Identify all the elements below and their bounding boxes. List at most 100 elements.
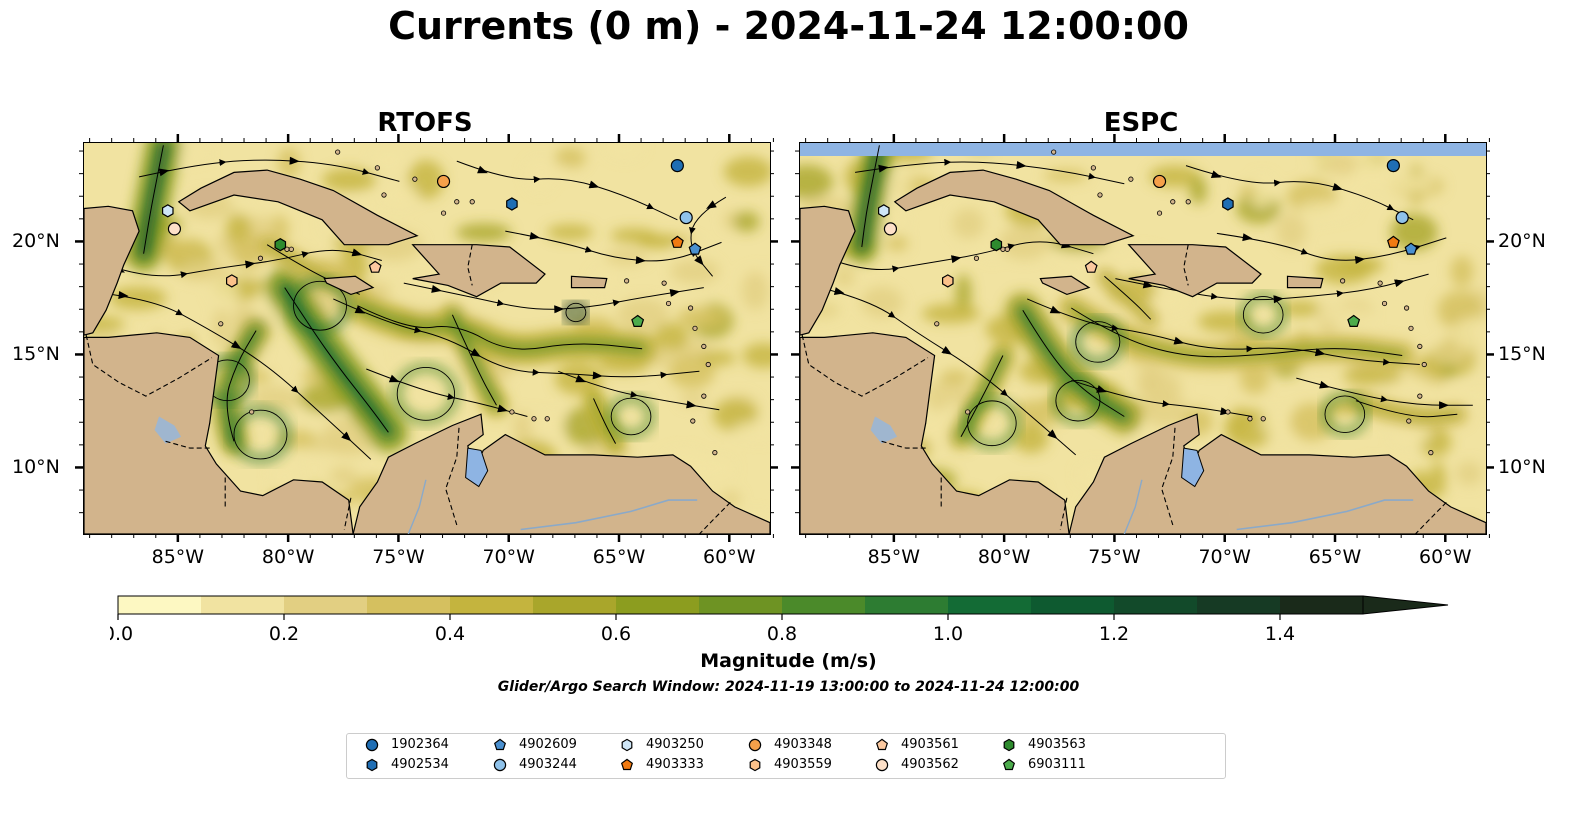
country-border: [881, 440, 926, 449]
island: [1097, 192, 1103, 198]
float-marker-6903111: [631, 314, 645, 327]
land: [84, 149, 770, 534]
streamline-arrow: [1096, 385, 1107, 393]
streamline-arrow: [694, 255, 704, 266]
float-marker-4903333: [1386, 235, 1400, 248]
hexagon-marker: [749, 758, 761, 771]
circle-marker-icon: [365, 738, 379, 751]
streamline-arrow: [635, 256, 646, 265]
island: [412, 176, 418, 182]
island: [288, 246, 294, 252]
streamline: [593, 398, 617, 444]
legend-label: 4903250: [646, 737, 704, 752]
streamline-arrow: [1332, 182, 1343, 191]
country-border: [467, 244, 473, 286]
island: [1403, 305, 1410, 311]
country-border: [165, 440, 210, 449]
island: [701, 393, 707, 399]
land-cuba: [893, 169, 1135, 246]
circle-marker-icon: [748, 738, 762, 751]
legend-label: 1902364: [391, 737, 449, 752]
colorbar-tick-label: 0.0: [110, 623, 133, 645]
float-marker-1902364: [1386, 159, 1400, 173]
island: [1128, 176, 1134, 182]
float-marker-4903561: [368, 260, 382, 273]
streamline-arrow: [118, 291, 129, 299]
streamline-arrow: [341, 431, 352, 442]
legend-item-4903250: 4903250: [620, 737, 704, 752]
streamline: [861, 145, 880, 248]
streamline-arrow: [529, 231, 541, 240]
streamline: [138, 157, 400, 182]
x-tick-label: 65°W: [1308, 546, 1362, 568]
legend-label: 4902534: [391, 757, 449, 772]
float-marker-4902609: [688, 242, 702, 255]
island: [687, 305, 694, 311]
float-marker-4903562: [167, 222, 182, 236]
float-marker-4903250: [162, 204, 174, 218]
streamline-arrow: [575, 374, 587, 383]
streamline-arrow: [470, 348, 481, 357]
island: [934, 321, 940, 327]
island: [665, 300, 672, 307]
colorbar: 0.0 0.2 0.4 0.6 0.8 1.0 1.2 1.4: [110, 595, 1449, 645]
country-border: [85, 334, 213, 397]
map-rtofs: [83, 142, 771, 535]
island: [335, 149, 341, 155]
streamline-arrow: [1242, 233, 1253, 242]
streamline: [1027, 298, 1420, 366]
x-tick-label: 70°W: [482, 546, 535, 568]
streamline-arrow: [1016, 161, 1027, 169]
streamline-arrow: [158, 168, 170, 177]
island: [1421, 361, 1427, 368]
streamline-arrow: [669, 289, 681, 297]
streamline-arrow: [497, 404, 508, 413]
colorbar-tick-label: 0.4: [435, 623, 465, 645]
streamline-arrow: [388, 374, 400, 383]
island: [249, 409, 255, 415]
island: [1004, 246, 1010, 252]
island: [712, 450, 718, 456]
river: [1236, 499, 1414, 531]
float-marker-4903348: [436, 174, 451, 189]
streamline-arrow: [1210, 170, 1222, 179]
streamline-arrow: [878, 164, 889, 173]
hexagon-marker: [1003, 738, 1015, 751]
island: [1417, 343, 1423, 350]
circle-marker-icon: [875, 758, 889, 771]
streamline-arrow: [1173, 336, 1185, 345]
x-tick-label: 80°W: [977, 546, 1031, 568]
x-tick-label: 70°W: [1198, 546, 1251, 568]
colorbar-segment: [284, 596, 368, 614]
legend-label: 6903111: [1028, 757, 1086, 772]
float-marker-4903244: [679, 210, 693, 225]
streamline-arrow: [431, 284, 442, 293]
figure-title: Currents (0 m) - 2024-11-24 12:00:00: [388, 4, 1189, 48]
hexagon-marker-icon: [621, 738, 633, 751]
streamline-arrow: [1314, 348, 1326, 357]
lake-maracaibo: [1181, 447, 1205, 488]
float-marker-4903562: [883, 222, 898, 236]
streamline: [1022, 309, 1125, 417]
map-espc-svg: [800, 143, 1486, 534]
pentagon-marker: [493, 738, 507, 750]
panel-title-espc: ESPC: [1103, 108, 1179, 138]
streamline-arrow: [1047, 429, 1058, 439]
streamline: [1355, 400, 1458, 418]
x-tick-label: 80°W: [261, 546, 315, 568]
island: [690, 418, 696, 424]
legend-label: 4903562: [901, 757, 959, 772]
land-centralam: [84, 332, 354, 534]
streamline: [505, 230, 722, 264]
pentagon-marker-icon: [620, 758, 634, 770]
streamline-arrow: [1394, 279, 1405, 288]
island: [1340, 278, 1346, 284]
island: [973, 255, 980, 261]
legend-item-6903111: 6903111: [1002, 757, 1086, 772]
island: [381, 192, 387, 198]
streamline-arrow: [941, 346, 953, 355]
island: [531, 416, 537, 422]
map-rtofs-svg: [84, 143, 770, 534]
land-yucatan: [800, 205, 856, 336]
circle-marker-icon: [493, 758, 507, 771]
